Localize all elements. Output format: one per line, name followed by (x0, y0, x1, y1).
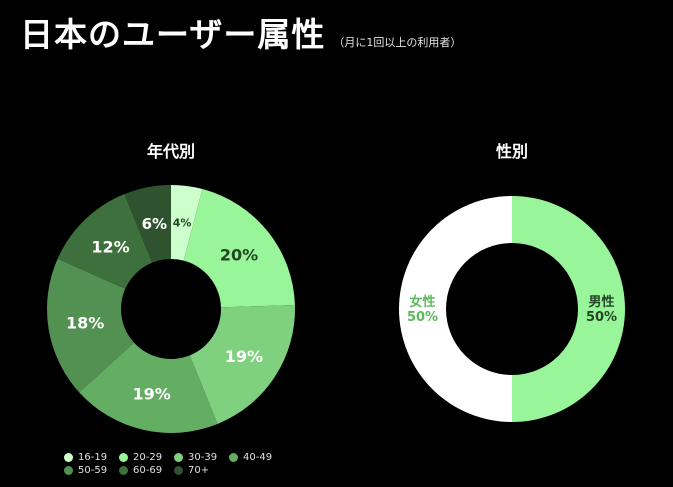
legend-label: 40-49 (243, 452, 273, 463)
legend-label: 50-59 (78, 465, 108, 476)
legend-swatch (64, 466, 73, 475)
legend-item: 50-59 (64, 465, 119, 476)
legend-item: 40-49 (229, 452, 284, 463)
age-chart-title: 年代別 (146, 142, 196, 161)
legend-label: 70+ (188, 465, 210, 476)
legend-swatch (64, 453, 73, 462)
legend-swatch (119, 453, 128, 462)
page-subtitle: （月に1回以上の利用者） (333, 36, 462, 49)
legend-swatch (229, 453, 238, 462)
gender-slice-0 (512, 196, 625, 422)
legend-label: 20-29 (133, 452, 163, 463)
age-label-2: 19% (225, 347, 263, 366)
age-label-5: 12% (91, 237, 129, 256)
legend-item: 16-19 (64, 452, 119, 463)
legend-swatch (174, 466, 183, 475)
age-slice-2 (189, 305, 295, 424)
legend-label: 30-39 (188, 452, 218, 463)
age-slice-3 (79, 342, 218, 433)
gender-chart-title: 性別 (495, 142, 529, 161)
gender-slice-1 (399, 196, 512, 422)
legend-label: 60-69 (133, 465, 163, 476)
age-slice-4 (47, 258, 134, 393)
age-label-1: 20% (220, 246, 258, 265)
legend-swatch (119, 466, 128, 475)
age-label-3: 19% (132, 385, 170, 404)
legend-label: 16-19 (78, 452, 108, 463)
page-title: 日本のユーザー属性 (20, 15, 326, 54)
age-label-6: 6% (142, 215, 167, 233)
age-legend: 16-19 20-29 30-39 40-49 50-59 60-69 70+ (64, 452, 284, 476)
age-label-0: 4% (173, 217, 192, 230)
age-label-4: 18% (66, 314, 104, 333)
legend-item: 70+ (174, 465, 229, 476)
age-donut-chart: 4% 20% 19% 19% 18% 12% 6% (47, 185, 295, 433)
age-slice-5 (57, 194, 153, 289)
gender-donut-chart: 男性 50% 女性 50% (399, 196, 625, 422)
legend-item: 30-39 (174, 452, 229, 463)
legend-swatch (174, 453, 183, 462)
gender-label-1: 女性 50% (407, 294, 438, 325)
legend-item: 20-29 (119, 452, 174, 463)
page-header: 日本のユーザー属性 （月に1回以上の利用者） (20, 8, 461, 56)
age-slice-1 (183, 189, 295, 308)
age-slice-0 (171, 185, 203, 261)
gender-label-0: 男性 50% (586, 294, 617, 325)
age-slice-6 (124, 185, 171, 263)
legend-item: 60-69 (119, 465, 174, 476)
